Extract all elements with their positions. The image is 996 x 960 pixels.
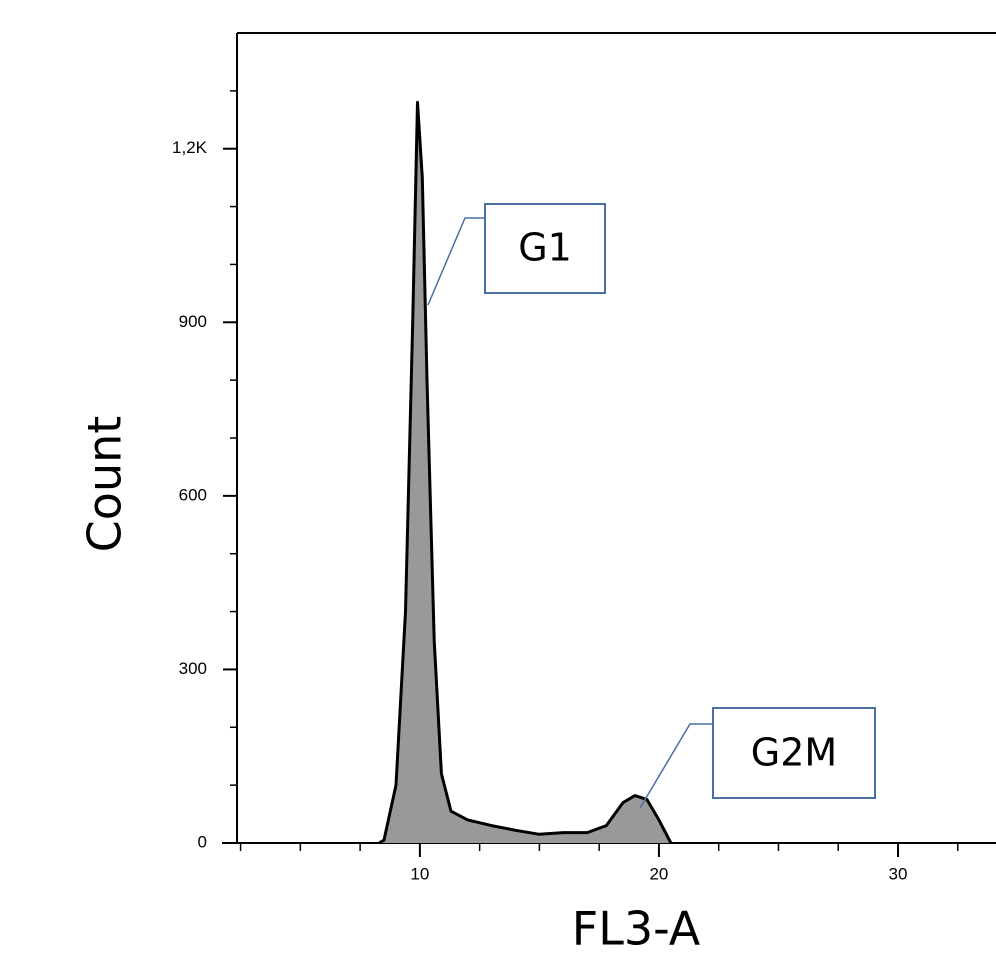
annotation: G2M [751, 731, 837, 775]
y-tick-label: 600 [179, 485, 207, 504]
leader-line [639, 723, 712, 809]
annotation-box [712, 707, 876, 799]
y-tick-label: 0 [198, 832, 207, 851]
histogram-outline [378, 100, 673, 845]
annotation-box [484, 203, 606, 294]
y-tick-label: 1,2K [172, 138, 208, 157]
plot-area [378, 100, 673, 845]
leader-line [427, 217, 484, 306]
x-axis-label: FL3-A [572, 902, 701, 956]
y-axis-label: Count [78, 416, 132, 553]
y-tick-label: 900 [179, 312, 207, 331]
x-tick-label: 20 [649, 864, 668, 883]
x-tick-label: 30 [889, 864, 908, 883]
histogram-area [379, 102, 671, 843]
y-tick-label: 300 [179, 659, 207, 678]
x-tick-label: 10 [410, 864, 429, 883]
annotation: G1 [518, 226, 572, 270]
